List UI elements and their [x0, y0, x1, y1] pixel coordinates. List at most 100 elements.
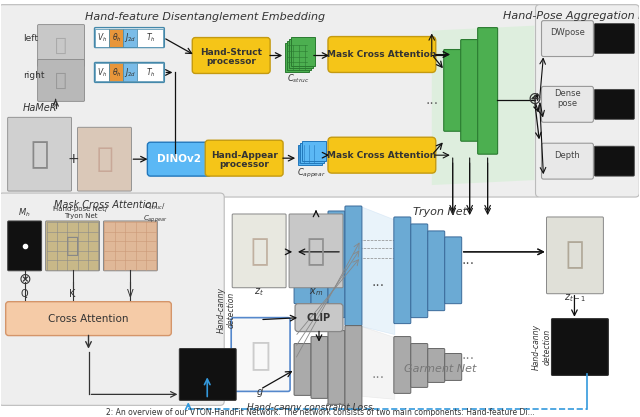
FancyBboxPatch shape — [289, 38, 313, 68]
FancyBboxPatch shape — [595, 146, 634, 176]
Text: $g$: $g$ — [256, 387, 264, 399]
FancyBboxPatch shape — [232, 214, 286, 288]
Text: $J_{2d}$: $J_{2d}$ — [124, 66, 136, 79]
FancyBboxPatch shape — [541, 20, 593, 57]
FancyBboxPatch shape — [231, 318, 290, 392]
Text: Mask Cross Attention: Mask Cross Attention — [327, 151, 436, 160]
FancyBboxPatch shape — [445, 354, 461, 380]
Text: Hand-Pose Aggregation Net: Hand-Pose Aggregation Net — [503, 11, 640, 21]
Text: 2: An overview of our VTON-HandFit Network. The network consists of two main com: 2: An overview of our VTON-HandFit Netwo… — [106, 408, 534, 417]
FancyBboxPatch shape — [300, 143, 324, 163]
FancyBboxPatch shape — [109, 63, 124, 81]
FancyBboxPatch shape — [328, 137, 436, 173]
FancyBboxPatch shape — [192, 38, 270, 73]
Text: Q: Q — [21, 289, 28, 299]
FancyBboxPatch shape — [394, 217, 411, 324]
FancyBboxPatch shape — [6, 301, 172, 336]
FancyBboxPatch shape — [95, 63, 109, 81]
Text: ...: ... — [371, 275, 385, 289]
FancyBboxPatch shape — [179, 349, 236, 400]
FancyBboxPatch shape — [285, 43, 309, 73]
Text: ...: ... — [461, 253, 474, 267]
Text: +: + — [68, 152, 79, 166]
Text: Tryon Net: Tryon Net — [413, 207, 467, 217]
Text: $V_h$: $V_h$ — [97, 31, 108, 44]
Text: processor: processor — [206, 57, 256, 66]
Text: $V_h$: $V_h$ — [97, 66, 108, 79]
Text: K: K — [69, 289, 76, 299]
Text: $\theta_h$: $\theta_h$ — [111, 31, 122, 44]
FancyBboxPatch shape — [38, 60, 84, 101]
Text: ...: ... — [461, 347, 474, 362]
FancyBboxPatch shape — [595, 24, 634, 53]
Text: $z_t$: $z_t$ — [254, 286, 264, 298]
FancyBboxPatch shape — [595, 89, 634, 119]
FancyBboxPatch shape — [294, 344, 311, 395]
Polygon shape — [362, 207, 395, 334]
FancyBboxPatch shape — [95, 28, 164, 48]
FancyBboxPatch shape — [328, 211, 345, 318]
FancyBboxPatch shape — [8, 221, 42, 271]
Text: ...: ... — [425, 93, 438, 107]
Text: $x_m$: $x_m$ — [309, 286, 323, 298]
FancyBboxPatch shape — [541, 86, 593, 122]
FancyBboxPatch shape — [138, 29, 163, 47]
FancyBboxPatch shape — [328, 37, 436, 73]
FancyBboxPatch shape — [461, 40, 479, 141]
FancyBboxPatch shape — [552, 319, 609, 375]
FancyBboxPatch shape — [411, 224, 428, 318]
FancyBboxPatch shape — [38, 25, 84, 66]
FancyBboxPatch shape — [547, 217, 604, 294]
FancyBboxPatch shape — [444, 50, 461, 131]
Text: $J_{2d}$: $J_{2d}$ — [124, 31, 136, 44]
FancyBboxPatch shape — [109, 29, 124, 47]
FancyBboxPatch shape — [302, 141, 326, 161]
Text: $\theta_h$: $\theta_h$ — [111, 66, 122, 79]
FancyBboxPatch shape — [147, 142, 211, 176]
FancyBboxPatch shape — [0, 5, 541, 197]
Polygon shape — [432, 25, 534, 185]
Text: Hand-pose Net/
Tryon Net: Hand-pose Net/ Tryon Net — [53, 206, 108, 219]
FancyBboxPatch shape — [124, 29, 138, 47]
FancyBboxPatch shape — [291, 37, 315, 66]
FancyBboxPatch shape — [541, 143, 593, 179]
Text: DWpose: DWpose — [550, 28, 585, 37]
Text: 👤: 👤 — [66, 236, 79, 256]
Text: 👤: 👤 — [565, 240, 584, 269]
Text: ...: ... — [371, 367, 385, 382]
Text: ✋: ✋ — [54, 36, 67, 55]
Text: $M_h$: $M_h$ — [19, 207, 31, 219]
Text: Depth: Depth — [555, 151, 580, 160]
FancyBboxPatch shape — [445, 237, 461, 304]
Text: $T_h$: $T_h$ — [145, 31, 156, 44]
Polygon shape — [362, 327, 395, 399]
Text: left: left — [22, 34, 38, 43]
FancyBboxPatch shape — [289, 214, 343, 288]
Text: Mask Cross Attention: Mask Cross Attention — [327, 50, 436, 59]
FancyBboxPatch shape — [45, 221, 99, 271]
Text: $C_{appear}$: $C_{appear}$ — [296, 166, 325, 180]
FancyBboxPatch shape — [311, 217, 328, 311]
Text: ✋: ✋ — [54, 71, 67, 90]
FancyBboxPatch shape — [345, 206, 362, 326]
FancyBboxPatch shape — [8, 117, 72, 191]
Text: ⊗: ⊗ — [19, 272, 31, 287]
FancyBboxPatch shape — [428, 231, 445, 311]
Text: 👕: 👕 — [250, 338, 270, 371]
FancyBboxPatch shape — [0, 193, 224, 405]
FancyBboxPatch shape — [95, 29, 109, 47]
Text: 👤: 👤 — [307, 237, 325, 266]
Text: 👤: 👤 — [250, 237, 268, 266]
Text: ⊕: ⊕ — [527, 89, 541, 107]
FancyBboxPatch shape — [345, 326, 362, 409]
FancyBboxPatch shape — [298, 145, 322, 165]
FancyBboxPatch shape — [95, 63, 164, 83]
Text: Hand-Appear: Hand-Appear — [211, 151, 278, 160]
Text: HaMeR: HaMeR — [22, 103, 57, 113]
Text: 👤: 👤 — [31, 140, 49, 169]
FancyBboxPatch shape — [328, 331, 345, 404]
Text: CLIP: CLIP — [307, 313, 331, 323]
FancyBboxPatch shape — [138, 63, 163, 81]
Text: V: V — [127, 289, 134, 299]
Text: Hand-feature Disentanglement Embedding: Hand-feature Disentanglement Embedding — [85, 12, 325, 22]
